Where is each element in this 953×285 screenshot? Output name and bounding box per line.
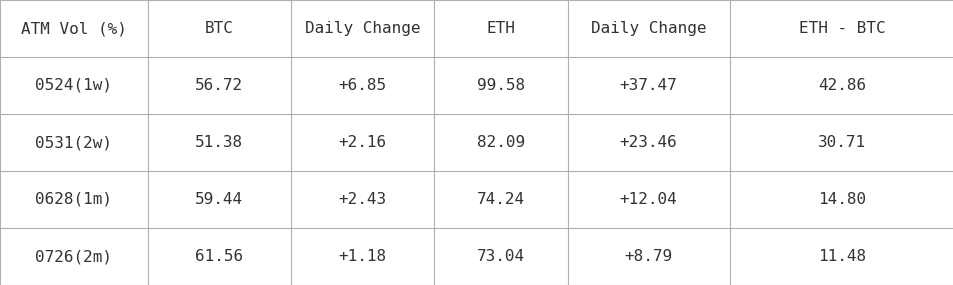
Text: 73.04: 73.04	[476, 249, 524, 264]
Text: +12.04: +12.04	[619, 192, 677, 207]
Text: 51.38: 51.38	[195, 135, 243, 150]
Text: +23.46: +23.46	[619, 135, 677, 150]
Text: 0726(2m): 0726(2m)	[35, 249, 112, 264]
Text: 59.44: 59.44	[195, 192, 243, 207]
Text: 42.86: 42.86	[817, 78, 865, 93]
Text: ATM Vol (%): ATM Vol (%)	[21, 21, 127, 36]
Text: BTC: BTC	[205, 21, 233, 36]
Text: 56.72: 56.72	[195, 78, 243, 93]
Text: 14.80: 14.80	[817, 192, 865, 207]
Text: 82.09: 82.09	[476, 135, 524, 150]
Text: +2.43: +2.43	[338, 192, 386, 207]
Text: 0531(2w): 0531(2w)	[35, 135, 112, 150]
Text: +37.47: +37.47	[619, 78, 677, 93]
Text: 61.56: 61.56	[195, 249, 243, 264]
Text: ETH - BTC: ETH - BTC	[798, 21, 884, 36]
Text: 30.71: 30.71	[817, 135, 865, 150]
Text: 74.24: 74.24	[476, 192, 524, 207]
Text: +1.18: +1.18	[338, 249, 386, 264]
Text: 0628(1m): 0628(1m)	[35, 192, 112, 207]
Text: 11.48: 11.48	[817, 249, 865, 264]
Text: 0524(1w): 0524(1w)	[35, 78, 112, 93]
Text: +2.16: +2.16	[338, 135, 386, 150]
Text: +8.79: +8.79	[624, 249, 672, 264]
Text: +6.85: +6.85	[338, 78, 386, 93]
Text: Daily Change: Daily Change	[304, 21, 420, 36]
Text: ETH: ETH	[486, 21, 515, 36]
Text: 99.58: 99.58	[476, 78, 524, 93]
Text: Daily Change: Daily Change	[590, 21, 706, 36]
